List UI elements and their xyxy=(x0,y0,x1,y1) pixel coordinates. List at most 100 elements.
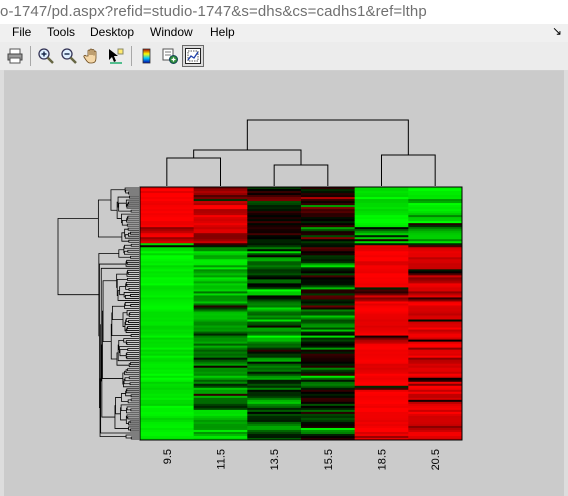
heatmap-cell xyxy=(408,307,463,310)
row-dendrogram-link xyxy=(130,398,139,402)
heatmap-cell xyxy=(354,221,409,224)
heatmap-cell xyxy=(301,201,356,204)
heatmap-cell xyxy=(140,289,195,292)
heatmap-cell xyxy=(408,289,463,292)
heatmap-cell xyxy=(247,329,302,332)
heatmap-cell xyxy=(354,435,409,439)
heatmap-cell xyxy=(408,257,463,260)
heatmap-cell xyxy=(301,325,356,328)
heatmap-cell xyxy=(247,279,302,282)
heatmap-cell xyxy=(354,231,409,234)
heatmap-cell xyxy=(408,293,463,296)
heatmap-cell xyxy=(408,227,463,230)
heatmap-cell xyxy=(354,379,409,383)
heatmap-cell xyxy=(140,301,195,304)
heatmap-cell xyxy=(408,213,463,216)
heatmap-cell xyxy=(301,425,356,429)
heatmap-cell xyxy=(408,389,463,393)
column-dendrogram xyxy=(166,119,436,186)
heatmap-cell xyxy=(140,351,195,355)
row-dendrogram-link xyxy=(127,191,139,195)
heatmap-cell xyxy=(193,191,248,194)
heatmap-cell xyxy=(140,347,195,351)
heatmap-cell xyxy=(408,387,463,391)
heatmap-cell xyxy=(247,355,302,359)
heatmap-cell xyxy=(354,267,409,270)
heatmap-cell xyxy=(301,371,356,375)
plot-tools-button[interactable] xyxy=(182,45,204,67)
heatmap-cell xyxy=(247,435,302,439)
heatmap-cell xyxy=(301,189,356,192)
heatmap-cell xyxy=(247,297,302,300)
heatmap-cell xyxy=(247,427,302,431)
heatmap-cell xyxy=(193,347,248,351)
heatmap-cell xyxy=(354,361,409,365)
heatmap-cell xyxy=(301,357,356,361)
heatmap-cell xyxy=(354,273,409,276)
menu-window[interactable]: Window xyxy=(150,25,193,39)
browser-url-bar[interactable]: o-1747/pd.aspx?refid=studio-1747&s=dhs&c… xyxy=(0,0,568,25)
menu-desktop[interactable]: Desktop xyxy=(90,25,135,39)
heatmap-cell xyxy=(354,207,409,210)
heatmap-cell xyxy=(354,307,409,310)
heatmap-cell xyxy=(140,413,195,417)
heatmap-cell xyxy=(247,387,302,391)
heatmap-cell xyxy=(354,245,409,248)
heatmap-cell xyxy=(193,219,248,222)
heatmap-cell xyxy=(354,381,409,385)
heatmap-cell xyxy=(247,245,302,248)
heatmap-cell xyxy=(301,279,356,282)
heatmap-cell xyxy=(247,217,302,220)
dock-arrow-icon[interactable]: ↘ xyxy=(551,24,562,38)
data-cursor-button[interactable] xyxy=(104,45,126,67)
heatmap-cell xyxy=(354,257,409,260)
menu-help[interactable]: Help xyxy=(210,25,235,39)
row-dendrogram-link xyxy=(129,362,139,366)
heatmap-cell xyxy=(354,399,409,403)
heatmap-cell xyxy=(247,425,302,429)
heatmap-cell xyxy=(301,401,356,405)
print-button[interactable] xyxy=(4,45,26,67)
heatmap-cell xyxy=(408,277,463,280)
window-edge-right xyxy=(564,70,568,496)
heatmap-cell xyxy=(247,235,302,238)
heatmap-cell xyxy=(247,187,302,190)
colorbar-button[interactable] xyxy=(136,45,158,67)
heatmap-cell xyxy=(354,377,409,381)
zoom-out-button[interactable] xyxy=(58,45,80,67)
link-plot-button[interactable] xyxy=(159,45,181,67)
zoom-in-button[interactable] xyxy=(35,45,57,67)
pan-button[interactable] xyxy=(81,45,103,67)
heatmap-cell xyxy=(408,323,463,326)
row-dendrogram-link xyxy=(130,209,139,213)
heatmap-cell xyxy=(354,383,409,387)
heatmap-cell xyxy=(247,433,302,437)
heatmap-cell xyxy=(301,277,356,280)
heatmap-cell xyxy=(193,397,248,401)
heatmap-cell xyxy=(301,429,356,433)
heatmap-cell xyxy=(301,225,356,228)
heatmap-cell xyxy=(301,417,356,421)
heatmap-cell xyxy=(247,221,302,224)
heatmap-cell xyxy=(408,393,463,397)
heatmap-cell xyxy=(408,269,463,272)
heatmap-cell xyxy=(193,275,248,278)
heatmap-cell xyxy=(354,343,409,347)
heatmap-cell xyxy=(140,287,195,290)
heatmap-cell xyxy=(301,397,356,401)
row-dendrogram-link xyxy=(127,326,139,329)
heatmap-cell xyxy=(140,279,195,282)
row-dendrogram-link xyxy=(127,249,139,253)
heatmap-cell xyxy=(140,209,195,212)
heatmap-cell xyxy=(193,307,248,310)
menu-tools[interactable]: Tools xyxy=(47,25,76,39)
heatmap-cell xyxy=(301,261,356,264)
heatmap-cell xyxy=(193,231,248,234)
menu-file[interactable]: File xyxy=(12,25,32,39)
heatmap-cell xyxy=(193,243,248,246)
heatmap-cell xyxy=(301,359,356,363)
heatmap-cell xyxy=(140,393,195,397)
row-dendrogram-link xyxy=(125,281,139,286)
heatmap-cell xyxy=(193,335,248,338)
heatmap-cell xyxy=(301,337,356,341)
